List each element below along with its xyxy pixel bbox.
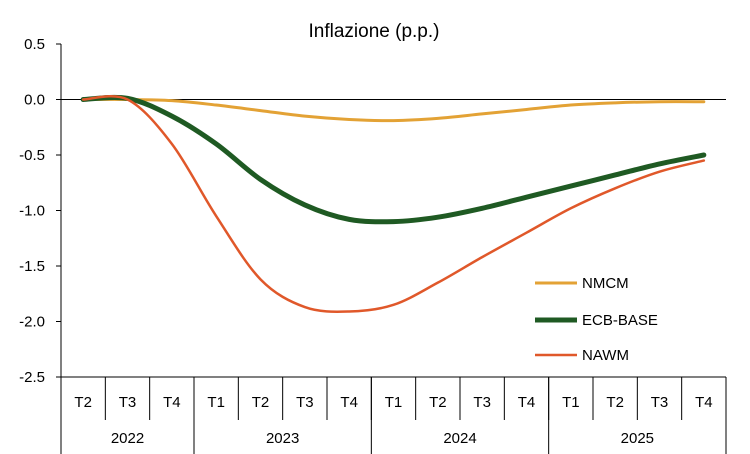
y-axis: 0.5 0.0 -0.5 -1.0 -1.5 -2.0 -2.5 <box>19 36 62 386</box>
legend-label-ecb-base: ECB-BASE <box>582 312 658 329</box>
x-quarter-label: T3 <box>473 394 491 411</box>
x-quarter-label: T3 <box>296 394 314 411</box>
series-line-ecb-base <box>80 94 707 225</box>
x-quarter-label: T4 <box>695 394 713 411</box>
x-year-label: 2023 <box>266 430 299 447</box>
x-quarter-label: T2 <box>252 394 270 411</box>
series-line-nmcm <box>81 97 706 123</box>
chart-title: Inflazione (p.p.) <box>309 21 440 42</box>
y-tick-label: -2.5 <box>19 369 45 386</box>
x-quarter-label: T2 <box>429 394 447 411</box>
x-quarter-label: T1 <box>385 394 403 411</box>
y-tick-label: -1.5 <box>19 258 45 275</box>
x-quarter-label: T3 <box>119 394 137 411</box>
x-quarter-label: T4 <box>518 394 536 411</box>
x-quarter-label: T2 <box>606 394 624 411</box>
x-quarter-label: T3 <box>651 394 669 411</box>
x-year-label: 2022 <box>111 430 144 447</box>
legend: NMCM ECB-BASE NAWM <box>535 275 658 364</box>
x-quarter-label: T2 <box>74 394 92 411</box>
y-tick-label: 0.0 <box>24 92 45 109</box>
y-tick-label: -0.5 <box>19 147 45 164</box>
x-year-label: 2024 <box>443 430 476 447</box>
y-tick-label: -2.0 <box>19 314 45 331</box>
x-axis: T2 T3 T4 T1 T2 T3 T4 T1 T2 T3 T4 T1 T2 T3 T4 2022 2023 20… <box>60 99 727 454</box>
y-tick-label: -1.0 <box>19 203 45 220</box>
x-year-label: 2025 <box>621 430 654 447</box>
series-lines <box>80 94 707 313</box>
x-quarter-label: T4 <box>163 394 181 411</box>
x-quarter-label: T4 <box>340 394 358 411</box>
x-quarter-label: T1 <box>562 394 580 411</box>
y-tick-label: 0.5 <box>24 36 45 53</box>
x-quarter-label: T1 <box>207 394 225 411</box>
legend-label-nmcm: NMCM <box>582 275 629 292</box>
series-line-nawm <box>81 94 706 313</box>
legend-label-nawm: NAWM <box>582 347 629 364</box>
